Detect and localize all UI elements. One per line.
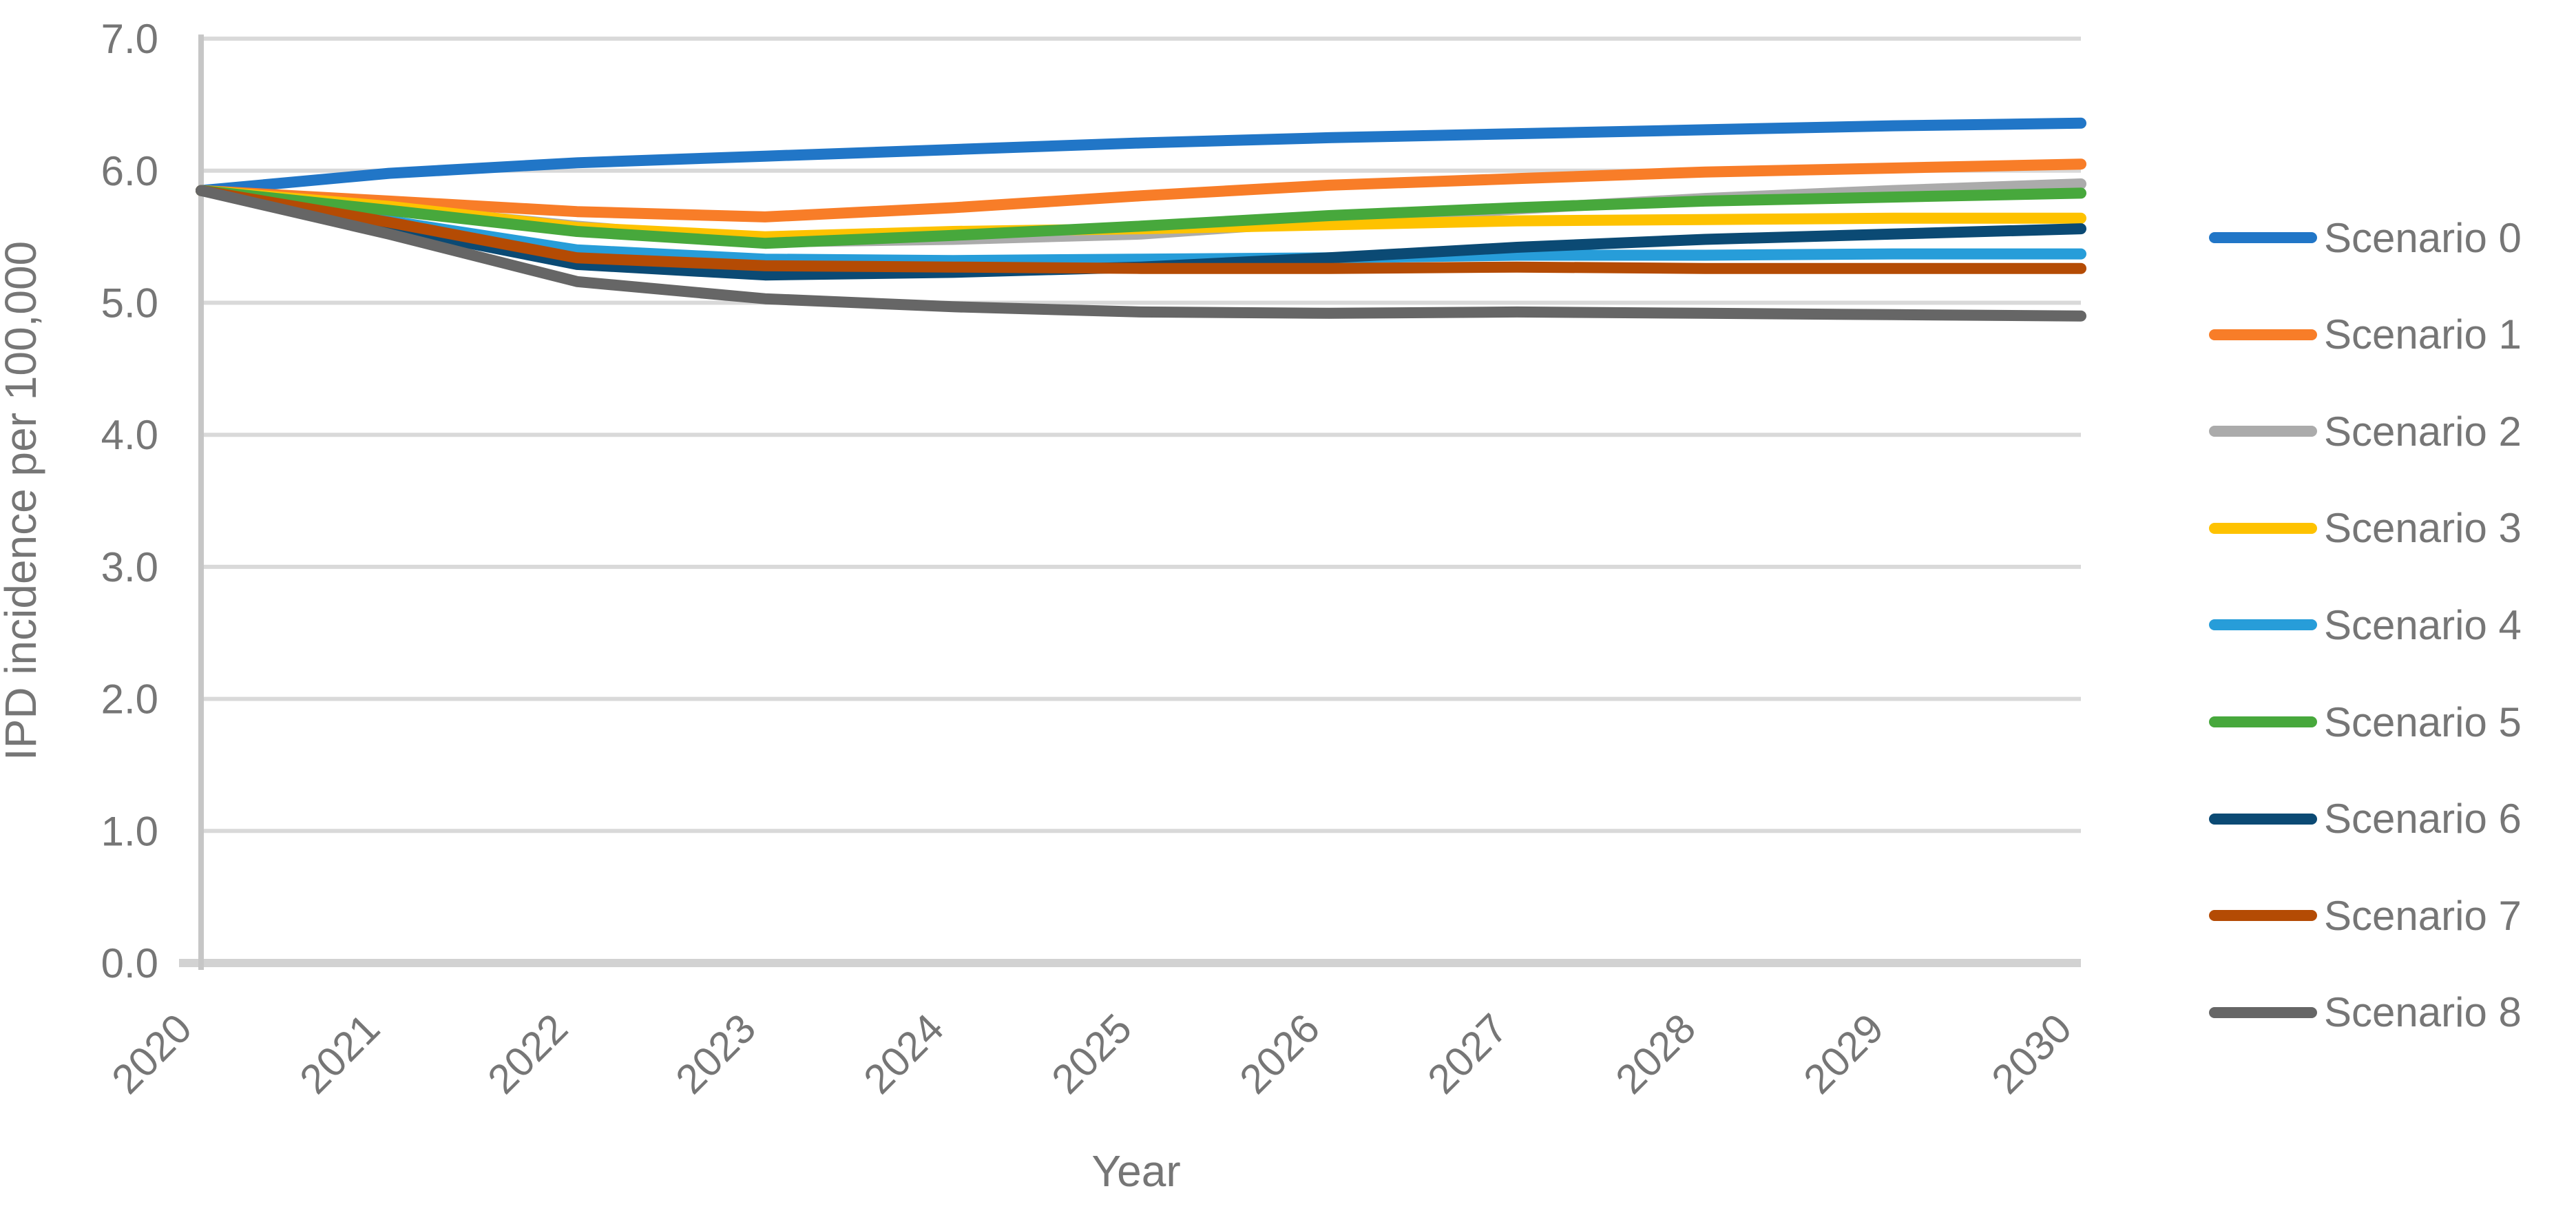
legend-item-scenario-2: Scenario 2 — [2209, 408, 2522, 455]
legend-label: Scenario 7 — [2324, 892, 2522, 939]
legend: Scenario 0 Scenario 1 Scenario 2 Scenario 3… — [2209, 0, 2574, 1211]
y-tick-label: 1.0 — [101, 808, 158, 854]
legend-item-scenario-7: Scenario 7 — [2209, 892, 2522, 939]
x-tick-label: 2023 — [667, 1005, 764, 1103]
legend-swatch — [2209, 232, 2317, 243]
legend-item-scenario-0: Scenario 0 — [2209, 214, 2522, 261]
legend-swatch — [2209, 522, 2317, 534]
legend-label: Scenario 0 — [2324, 214, 2522, 261]
legend-label: Scenario 5 — [2324, 698, 2522, 745]
legend-label: Scenario 4 — [2324, 601, 2522, 648]
x-tick-label: 2029 — [1794, 1005, 1892, 1103]
x-tick-label: 2020 — [103, 1005, 200, 1103]
legend-item-scenario-6: Scenario 6 — [2209, 796, 2522, 842]
series-line-scenario-4 — [196, 185, 2086, 267]
y-tick-label: 6.0 — [101, 148, 158, 194]
x-tick-label: 2028 — [1606, 1005, 1704, 1103]
x-tick-label: 2021 — [291, 1005, 388, 1103]
y-tick-label: 2.0 — [101, 676, 158, 723]
legend-item-scenario-1: Scenario 1 — [2209, 311, 2522, 358]
legend-swatch — [2209, 1006, 2317, 1018]
x-tick-label: 2024 — [855, 1005, 952, 1103]
series-line-scenario-0 — [196, 117, 2086, 196]
x-tick-label: 2030 — [1982, 1005, 2080, 1103]
y-tick-label: 5.0 — [101, 280, 158, 327]
y-tick-label: 3.0 — [101, 544, 158, 590]
legend-item-scenario-3: Scenario 3 — [2209, 505, 2522, 552]
y-tick-label: 7.0 — [101, 16, 158, 62]
legend-swatch — [2209, 910, 2317, 922]
series-line-scenario-5 — [196, 185, 2086, 249]
series-line-scenario-8 — [196, 185, 2086, 322]
legend-item-scenario-5: Scenario 5 — [2209, 698, 2522, 745]
y-axis-title: IPD incidence per 100,000 — [0, 241, 45, 760]
x-tick-label: 2026 — [1231, 1005, 1328, 1103]
series-line-scenario-1 — [196, 158, 2086, 222]
legend-swatch — [2209, 716, 2317, 727]
x-tick-label: 2025 — [1043, 1005, 1140, 1103]
x-axis-title: Year — [1091, 1146, 1180, 1196]
legend-swatch — [2209, 813, 2317, 825]
legend-item-scenario-4: Scenario 4 — [2209, 601, 2522, 648]
legend-swatch — [2209, 619, 2317, 631]
legend-swatch — [2209, 329, 2317, 340]
legend-label: Scenario 8 — [2324, 989, 2522, 1036]
legend-swatch — [2209, 426, 2317, 437]
x-tick-label: 2027 — [1418, 1005, 1516, 1103]
y-tick-label: 4.0 — [101, 412, 158, 458]
x-tick-label: 2022 — [479, 1005, 576, 1103]
y-tick-label: 0.0 — [101, 940, 158, 986]
legend-label: Scenario 6 — [2324, 796, 2522, 842]
legend-label: Scenario 1 — [2324, 311, 2522, 358]
legend-item-scenario-8: Scenario 8 — [2209, 989, 2522, 1036]
legend-label: Scenario 2 — [2324, 408, 2522, 455]
legend-label: Scenario 3 — [2324, 505, 2522, 552]
series-line-scenario-7 — [196, 185, 2086, 274]
